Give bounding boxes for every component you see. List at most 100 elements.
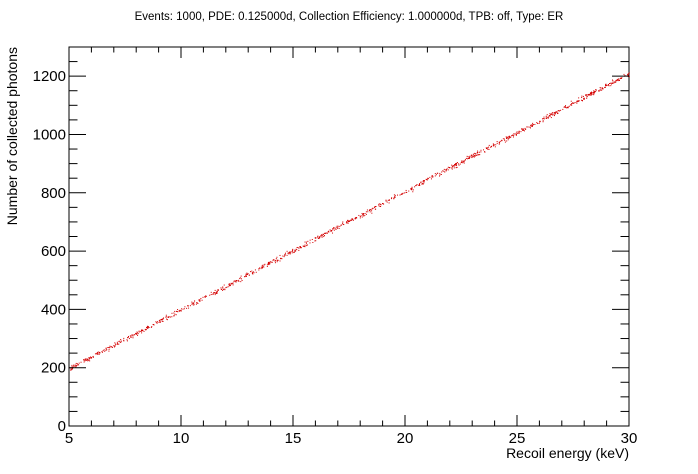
data-point	[476, 154, 477, 156]
data-point	[370, 209, 372, 211]
data-point	[342, 223, 344, 225]
data-point	[386, 201, 388, 203]
data-point	[617, 79, 619, 81]
data-point	[595, 89, 597, 91]
data-point	[455, 167, 457, 169]
data-point	[557, 112, 559, 114]
data-point	[241, 279, 243, 281]
data-point	[253, 272, 255, 274]
data-point	[411, 187, 413, 189]
data-point	[496, 142, 498, 144]
data-point	[263, 266, 265, 268]
data-point	[284, 255, 286, 257]
data-point	[300, 247, 302, 249]
data-point	[553, 114, 555, 116]
data-point	[289, 253, 291, 255]
data-point	[101, 351, 103, 353]
data-point	[222, 286, 224, 288]
data-point	[594, 90, 596, 92]
data-point	[551, 112, 553, 114]
data-point	[515, 134, 517, 136]
data-point	[304, 241, 306, 243]
data-point	[480, 151, 482, 153]
data-point	[136, 331, 138, 333]
data-point	[255, 271, 257, 273]
data-point	[227, 286, 229, 288]
data-point	[269, 262, 271, 264]
data-point	[108, 350, 110, 352]
data-point	[102, 350, 104, 352]
data-point	[327, 230, 329, 232]
x-tick-label: 25	[509, 430, 526, 447]
data-point	[280, 258, 282, 260]
data-point	[557, 110, 559, 112]
data-point	[397, 194, 399, 196]
data-point	[315, 237, 317, 239]
data-point	[503, 138, 505, 140]
data-point	[144, 328, 146, 330]
data-point	[343, 224, 345, 226]
data-point	[500, 140, 502, 142]
data-point	[425, 178, 427, 180]
data-point	[420, 181, 422, 183]
data-point	[197, 302, 199, 304]
data-point	[158, 320, 160, 322]
data-point	[191, 301, 193, 303]
data-point	[74, 365, 76, 367]
data-point	[590, 93, 592, 95]
data-point	[422, 180, 424, 182]
data-point	[113, 345, 115, 347]
data-point	[539, 121, 541, 123]
data-point	[105, 347, 107, 349]
data-point	[76, 363, 78, 365]
data-point	[474, 154, 476, 156]
data-point	[354, 218, 356, 220]
data-point	[576, 102, 578, 104]
data-point	[323, 232, 325, 234]
data-point	[564, 107, 566, 109]
data-point	[165, 316, 167, 318]
data-point	[73, 365, 75, 367]
data-point	[513, 135, 515, 137]
data-point	[192, 302, 194, 304]
data-point	[502, 138, 504, 140]
data-point	[105, 348, 107, 350]
data-point	[476, 152, 478, 154]
data-point	[273, 259, 275, 261]
data-point	[476, 154, 478, 156]
data-point	[173, 312, 175, 314]
data-point	[70, 369, 72, 371]
data-point	[607, 84, 609, 86]
data-point	[506, 140, 508, 142]
data-point	[595, 89, 597, 91]
data-point	[104, 350, 106, 352]
data-point	[355, 217, 357, 219]
data-point	[439, 174, 441, 176]
data-point	[411, 189, 413, 191]
data-point	[233, 280, 235, 282]
data-point	[110, 346, 112, 348]
data-point	[367, 211, 369, 213]
data-point	[291, 251, 293, 253]
data-point	[543, 116, 545, 118]
data-point	[73, 364, 74, 366]
data-point	[572, 102, 574, 104]
data-point	[168, 316, 170, 318]
data-point	[617, 80, 619, 82]
data-point	[97, 353, 99, 355]
data-point	[147, 327, 149, 329]
data-point	[583, 97, 585, 99]
data-point	[222, 287, 224, 289]
data-point	[541, 118, 543, 120]
data-point	[225, 287, 227, 289]
data-point	[525, 128, 527, 130]
data-point	[289, 252, 291, 254]
data-point	[291, 252, 293, 254]
data-point	[380, 204, 382, 206]
data-point	[258, 268, 260, 270]
data-point	[440, 174, 442, 175]
data-point	[485, 147, 487, 149]
data-point	[453, 167, 455, 169]
data-point	[108, 346, 110, 348]
data-point	[546, 114, 548, 116]
